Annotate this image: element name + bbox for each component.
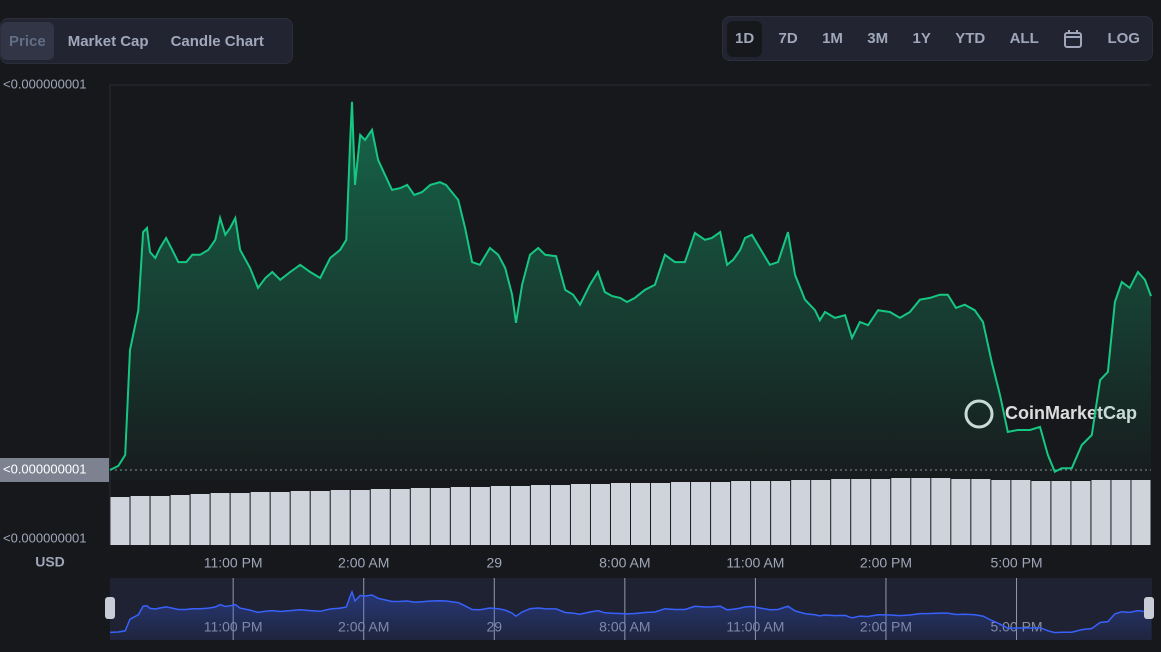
volume-bar [190, 494, 210, 545]
volume-bar [590, 484, 610, 545]
volume-bar [370, 489, 390, 545]
volume-bar [1031, 481, 1051, 545]
currency-label: USD [35, 554, 65, 570]
volume-bar [150, 496, 170, 545]
volume-bar [230, 493, 250, 545]
x-tick-label: 2:00 AM [338, 555, 389, 571]
calendar-button[interactable] [1055, 21, 1091, 57]
volume-bar [1051, 481, 1071, 545]
volume-bar [270, 492, 290, 545]
range-button[interactable]: YTD [955, 30, 986, 47]
volume-bar [350, 490, 370, 545]
tab-button[interactable]: Market Cap [67, 32, 149, 50]
volume-bar [330, 490, 350, 545]
volume-bar [731, 481, 751, 545]
volume-bar [1071, 481, 1091, 545]
volume-bar [410, 488, 430, 545]
volume-bar [610, 483, 630, 545]
y-tick-label: <0.000000001 [3, 461, 87, 476]
x-tick-label: 5:00 PM [990, 555, 1042, 571]
price-area [110, 101, 1151, 481]
volume-bar [1111, 480, 1131, 545]
range-group: 1D 7D 1M 3M 1Y YTD ALL LOG [722, 16, 1153, 61]
volume-bar [170, 495, 190, 545]
volume-bar [490, 486, 510, 545]
volume-bar [851, 479, 871, 545]
volume-bar [430, 488, 450, 545]
volume-bar [671, 482, 691, 545]
volume-bar [631, 483, 651, 545]
volume-bar [470, 487, 490, 545]
price-line [109, 101, 1152, 474]
volume-bar [550, 485, 570, 545]
volume-bar [911, 478, 931, 545]
x-tick-label: 8:00 AM [599, 555, 650, 571]
calendar-icon [1064, 29, 1083, 48]
tab-group: Price Market Cap Candle Chart [0, 18, 293, 64]
y-tick-label: <0.000000001 [3, 530, 87, 545]
volume-bar [871, 479, 891, 545]
volume-bar [891, 478, 911, 545]
volume-bar [290, 491, 310, 545]
volume-bar [510, 486, 530, 545]
x-tick-label: 11:00 AM [726, 555, 784, 571]
range-button[interactable]: 1D [727, 20, 763, 57]
volume-bar [771, 481, 791, 545]
range-button[interactable]: 7D [778, 30, 798, 47]
volume-bar [110, 497, 130, 545]
navigator-handle[interactable] [105, 597, 115, 619]
navigator-line [109, 589, 1152, 634]
volume-bar [691, 482, 711, 545]
volume-bar [530, 485, 550, 545]
volume-bar [751, 481, 771, 545]
volume-bar [711, 482, 731, 545]
x-tick-label: 2:00 PM [860, 555, 912, 571]
volume-bar [1131, 480, 1151, 545]
volume-bar [390, 489, 410, 545]
navigator-handle[interactable] [1144, 597, 1154, 619]
volume-bar [310, 491, 330, 545]
range-button[interactable]: 3M [867, 30, 889, 47]
reference-label-bg [0, 457, 109, 482]
range-button[interactable]: 1Y [912, 30, 931, 47]
volume-bar [831, 479, 851, 545]
navigator-area [110, 591, 1151, 640]
volume-bar [570, 484, 590, 545]
volume-bar [971, 479, 991, 545]
range-button[interactable]: ALL [1009, 30, 1039, 47]
tab-button[interactable]: Price [1, 22, 54, 60]
log-button[interactable]: LOG [1107, 30, 1140, 47]
volume-bar [991, 480, 1011, 545]
y-tick-label: <0.000000001 [3, 76, 87, 91]
volume-bar [450, 487, 470, 545]
x-tick-label: 11:00 PM [204, 555, 263, 571]
tab-button[interactable]: Candle Chart [170, 32, 264, 50]
volume-bar [951, 479, 971, 545]
volume-bar [250, 492, 270, 545]
volume-bar [811, 480, 831, 545]
volume-bar [130, 496, 150, 545]
volume-bar [1011, 480, 1031, 545]
volume-bar [791, 480, 811, 545]
volume-bar [210, 493, 230, 545]
volume-bar [931, 478, 951, 545]
volume-bar [1091, 480, 1111, 545]
x-tick-label: 29 [486, 555, 502, 571]
volume-bar [651, 483, 671, 545]
range-button[interactable]: 1M [822, 30, 843, 47]
